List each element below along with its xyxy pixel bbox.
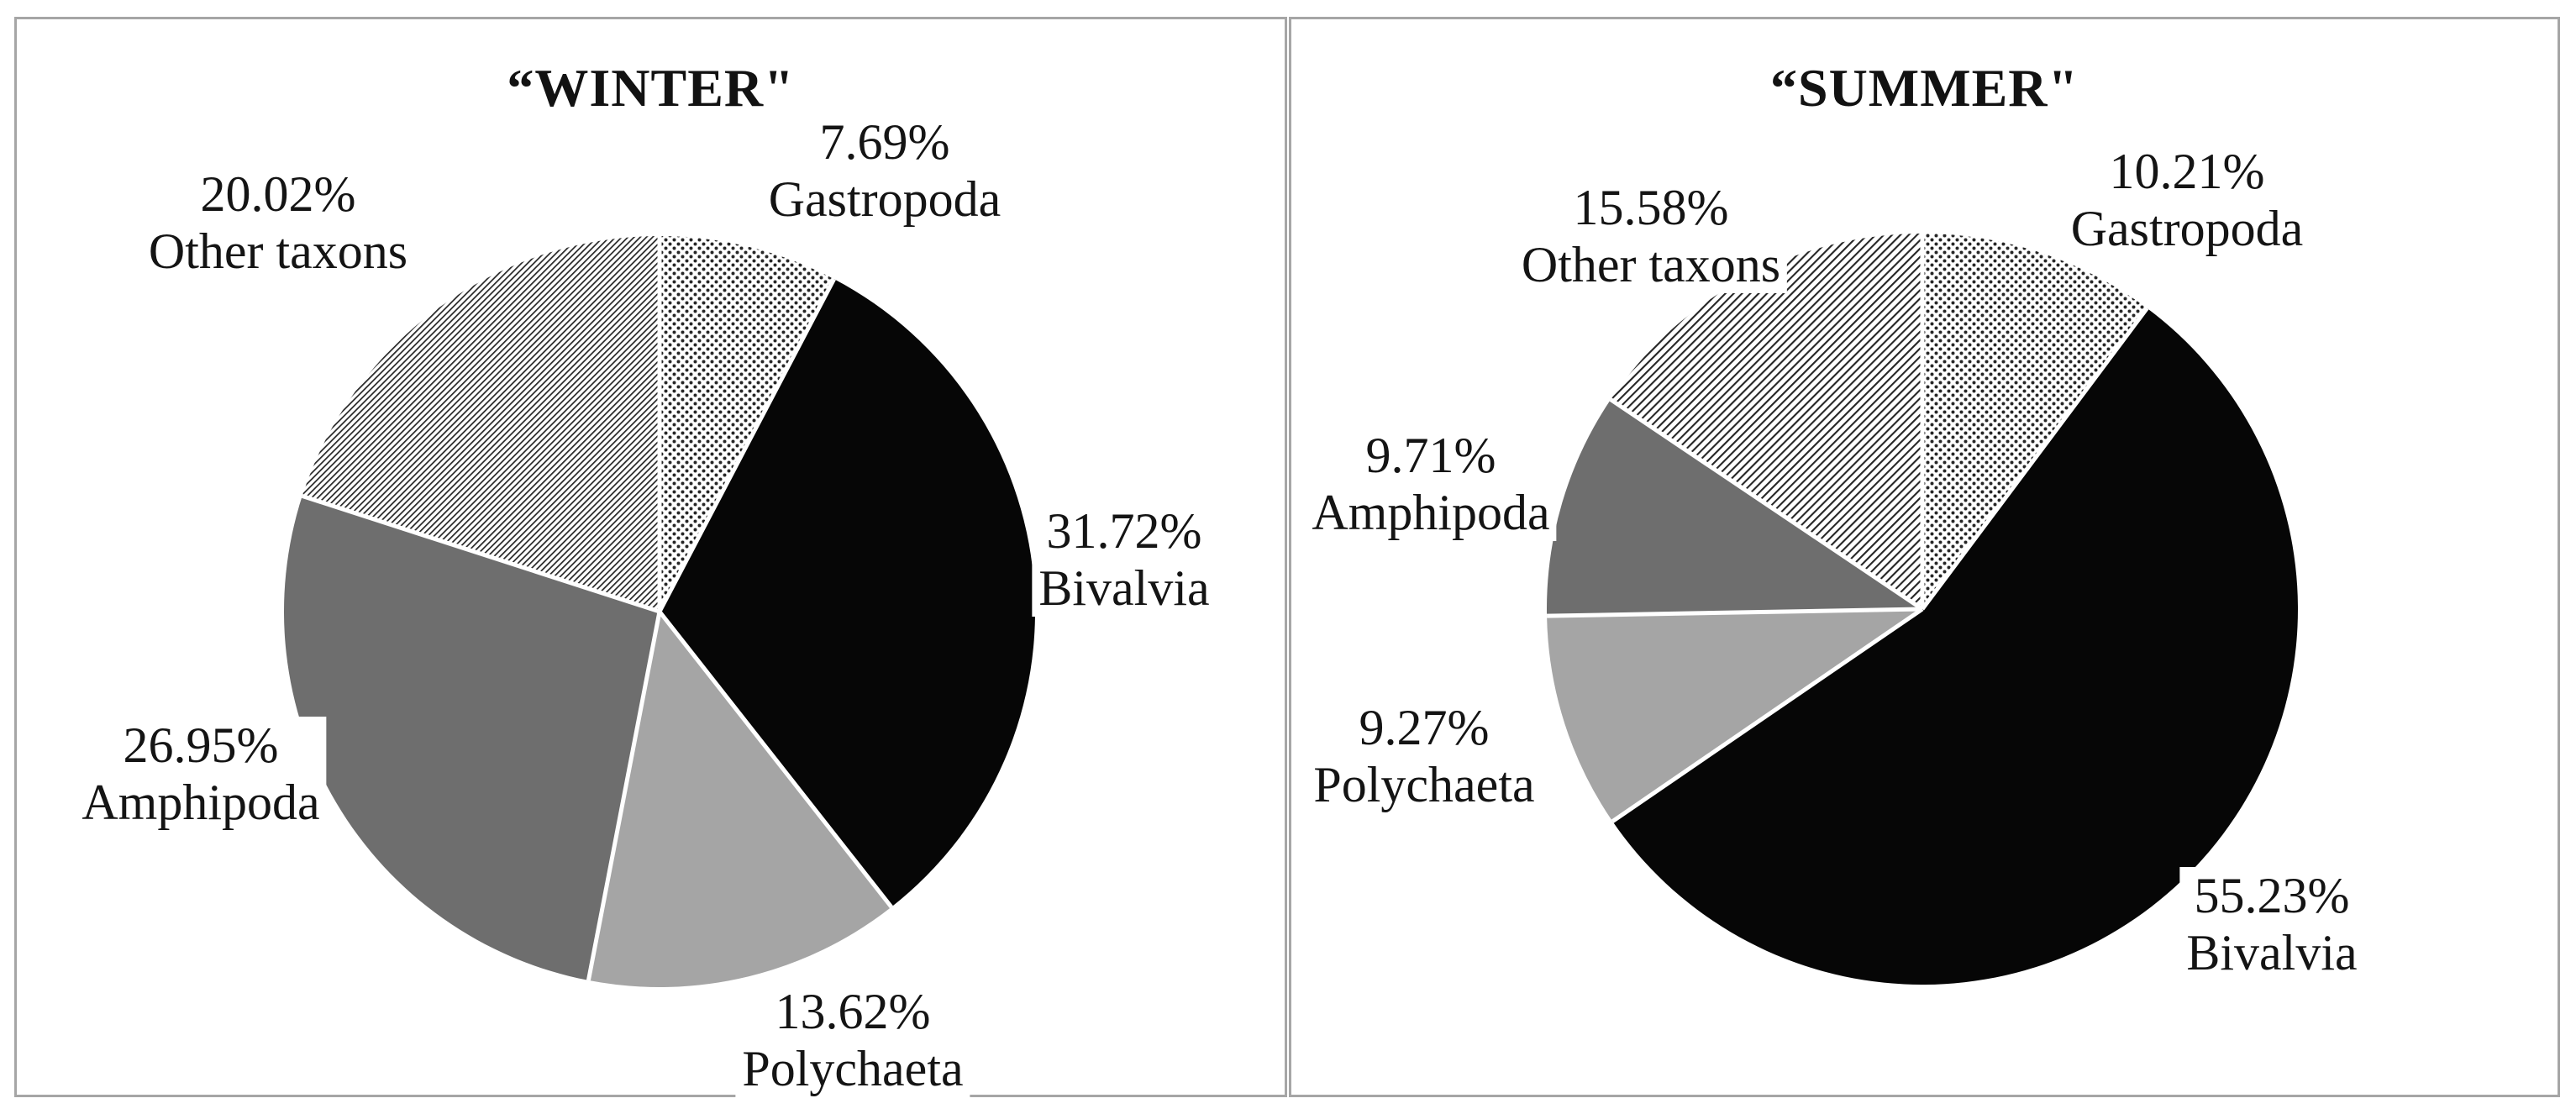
slice-other-taxons bbox=[1611, 234, 1922, 609]
label-taxon: Gastropoda bbox=[768, 171, 1001, 227]
label-taxon: Amphipoda bbox=[1312, 485, 1550, 540]
slice-gastropoda bbox=[1922, 234, 2148, 609]
slice-gastropoda bbox=[660, 236, 834, 612]
label-percent: 7.69% bbox=[819, 114, 950, 170]
slice-separator bbox=[301, 494, 660, 614]
label-gastropoda: 10.21% Gastropoda bbox=[2063, 143, 2311, 257]
slice-amphipoda bbox=[1546, 399, 1922, 617]
label-percent: 20.02% bbox=[200, 166, 356, 222]
summer-title: “SUMMER" bbox=[1769, 58, 2079, 118]
slice-polychaeta bbox=[1547, 609, 1922, 822]
label-other-taxons: 15.58% Other taxons bbox=[1514, 179, 1788, 293]
slice-separator bbox=[1547, 607, 1923, 618]
slice-separator bbox=[1920, 307, 2149, 611]
winter-title: “WINTER" bbox=[507, 58, 795, 118]
slice-separator bbox=[1611, 607, 1924, 823]
winter-pie-chart bbox=[283, 236, 1035, 987]
label-polychaeta: 9.27% Polychaeta bbox=[1306, 699, 1542, 813]
label-percent: 26.95% bbox=[123, 717, 279, 773]
label-other-taxons: 20.02% Other taxons bbox=[141, 166, 415, 280]
label-amphipoda: 26.95% Amphipoda bbox=[75, 717, 327, 831]
label-taxon: Gastropoda bbox=[2070, 201, 2304, 256]
slice-amphipoda bbox=[283, 496, 660, 980]
summer-panel: “SUMMER" 10.21% Gastropoda 55.23% Bivalvia 9… bbox=[1289, 17, 2560, 1097]
label-percent: 15.58% bbox=[1573, 180, 1729, 235]
label-taxon: Bivalvia bbox=[2186, 925, 2358, 980]
slice-other-taxons bbox=[302, 236, 660, 612]
label-percent: 31.72% bbox=[1046, 503, 1202, 559]
slice-bivalvia bbox=[1612, 307, 2298, 985]
label-percent: 13.62% bbox=[775, 984, 931, 1039]
slice-separator bbox=[1609, 397, 1924, 612]
label-gastropoda: 7.69% Gastropoda bbox=[761, 113, 1008, 228]
label-percent: 10.21% bbox=[2109, 144, 2265, 199]
label-percent: 9.27% bbox=[1359, 700, 1490, 755]
label-amphipoda: 9.71% Amphipoda bbox=[1305, 427, 1557, 541]
label-bivalvia: 55.23% Bivalvia bbox=[2179, 867, 2364, 981]
label-taxon: Other taxons bbox=[1521, 237, 1781, 292]
slice-separator bbox=[586, 611, 662, 981]
label-percent: 55.23% bbox=[2194, 868, 2350, 923]
label-taxon: Other taxons bbox=[148, 223, 408, 279]
slice-separator bbox=[658, 610, 893, 909]
label-percent: 9.71% bbox=[1365, 428, 1496, 483]
label-polychaeta: 13.62% Polychaeta bbox=[735, 983, 970, 1097]
label-taxon: Bivalvia bbox=[1038, 560, 1210, 616]
label-taxon: Amphipoda bbox=[81, 775, 320, 830]
winter-panel: “WINTER" 7.69% Gastropoda 31.72% Bivalvia 13… bbox=[14, 17, 1287, 1097]
label-bivalvia: 31.72% Bivalvia bbox=[1032, 502, 1217, 617]
slice-polychaeta bbox=[588, 612, 891, 987]
label-taxon: Polychaeta bbox=[1313, 757, 1535, 812]
summer-pie-chart bbox=[1546, 234, 2298, 985]
label-taxon: Polychaeta bbox=[742, 1041, 964, 1096]
slice-separator bbox=[657, 278, 836, 613]
